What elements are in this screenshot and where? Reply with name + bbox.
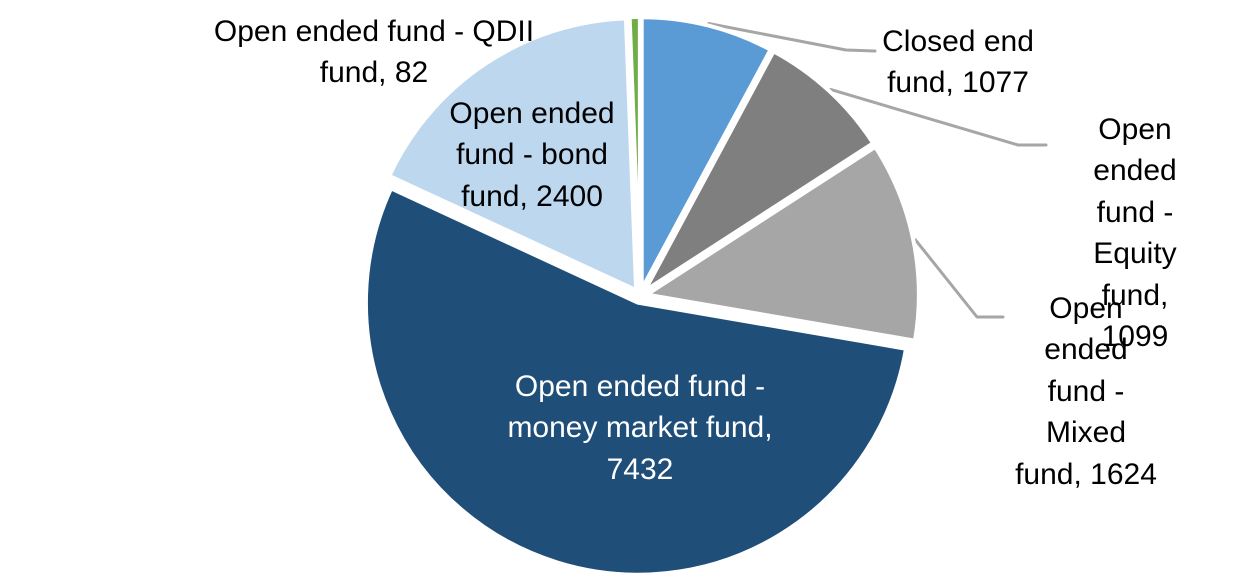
pie-slice-mixed-fund — [644, 144, 921, 343]
data-label-qdii-fund: Open ended fund - QDII fund, 82 — [213, 15, 535, 90]
leader-line-equity-fund — [829, 87, 1048, 147]
data-label-money-market-fund: Open ended fund - money market fund, 743… — [507, 370, 773, 486]
pie-slice-money-market-fund — [363, 186, 908, 577]
pie-slice-closed-end-fund — [639, 15, 773, 292]
data-label-closed-end-fund: Closed end fund, 1077 — [882, 25, 1034, 100]
data-label-equity-fund: Open ended fund - Equity fund, 1099 — [1093, 113, 1177, 353]
pie-slice-equity-fund — [642, 49, 876, 293]
leader-line-mixed-fund — [913, 238, 1005, 319]
pie-slice-bond-fund — [387, 16, 639, 293]
data-label-mixed-fund: Open ended fund - Mixed fund, 1624 — [1015, 292, 1157, 491]
data-label-bond-fund: Open ended fund - bond fund, 2400 — [449, 97, 615, 213]
leader-line-closed-end-fund — [707, 22, 877, 53]
pie-slice-qdii-fund — [627, 15, 642, 292]
